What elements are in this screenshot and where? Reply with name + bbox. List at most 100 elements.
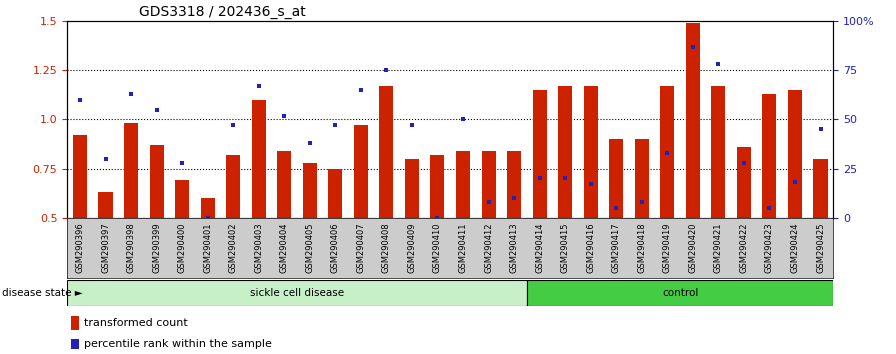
Text: GSM290408: GSM290408	[382, 222, 391, 273]
Text: GSM290398: GSM290398	[126, 222, 135, 273]
Bar	[609, 139, 624, 218]
Point	[558, 176, 573, 181]
Bar	[558, 86, 573, 218]
Text: GSM290417: GSM290417	[612, 222, 621, 273]
Bar	[711, 86, 726, 218]
Point	[609, 205, 624, 211]
Point	[124, 91, 138, 97]
Point	[583, 182, 598, 187]
Point	[456, 116, 470, 122]
Point	[507, 195, 521, 201]
Text: control: control	[662, 288, 698, 298]
Point	[201, 215, 215, 221]
Bar	[737, 147, 751, 218]
Point	[379, 68, 393, 73]
Text: disease state ►: disease state ►	[2, 288, 82, 298]
Bar	[99, 192, 113, 218]
Point	[73, 97, 87, 103]
Bar	[201, 198, 215, 218]
Text: GSM290402: GSM290402	[228, 223, 237, 273]
Point	[405, 122, 419, 128]
Text: transformed count: transformed count	[84, 318, 188, 328]
Text: GSM290403: GSM290403	[254, 222, 263, 273]
Text: GSM290419: GSM290419	[663, 223, 672, 273]
Text: sickle cell disease: sickle cell disease	[250, 288, 344, 298]
Text: GSM290420: GSM290420	[688, 223, 697, 273]
Text: GSM290414: GSM290414	[535, 223, 544, 273]
Bar	[532, 90, 547, 218]
Bar	[175, 181, 189, 218]
Text: percentile rank within the sample: percentile rank within the sample	[84, 339, 272, 349]
Point	[99, 156, 113, 161]
Bar	[124, 124, 138, 218]
Point	[430, 215, 444, 221]
Text: GDS3318 / 202436_s_at: GDS3318 / 202436_s_at	[139, 5, 306, 19]
Text: GSM290422: GSM290422	[739, 223, 748, 273]
Point	[277, 113, 291, 118]
Point	[814, 126, 828, 132]
Bar	[226, 155, 240, 218]
Text: GSM290410: GSM290410	[433, 223, 442, 273]
Text: GSM290409: GSM290409	[408, 223, 417, 273]
Bar	[634, 139, 649, 218]
Text: GSM290424: GSM290424	[790, 223, 799, 273]
Point	[481, 199, 495, 205]
Bar	[73, 135, 87, 218]
Text: GSM290406: GSM290406	[331, 222, 340, 273]
Bar	[328, 169, 342, 218]
Bar	[379, 86, 393, 218]
Point	[634, 199, 649, 205]
Point	[328, 122, 342, 128]
Bar	[252, 100, 266, 218]
Bar	[303, 163, 317, 218]
Point	[788, 179, 802, 185]
Bar	[71, 316, 80, 330]
Text: GSM290399: GSM290399	[152, 222, 161, 273]
Point	[226, 122, 240, 128]
Text: GSM290413: GSM290413	[510, 222, 519, 273]
Text: GSM290416: GSM290416	[586, 222, 595, 273]
Bar	[660, 86, 675, 218]
Text: GSM290401: GSM290401	[203, 223, 212, 273]
Bar	[762, 94, 777, 218]
Text: GSM290405: GSM290405	[306, 223, 314, 273]
Text: GSM290421: GSM290421	[714, 223, 723, 273]
Text: GSM290407: GSM290407	[357, 222, 366, 273]
Point	[762, 205, 777, 211]
Bar	[277, 151, 291, 218]
Bar	[150, 145, 164, 218]
Point	[711, 62, 726, 67]
Point	[354, 87, 368, 93]
Point	[532, 176, 547, 181]
Point	[252, 83, 266, 89]
Point	[150, 107, 164, 113]
Bar	[788, 90, 802, 218]
Bar	[527, 280, 833, 306]
Text: GSM290415: GSM290415	[561, 223, 570, 273]
Bar	[507, 151, 521, 218]
Point	[303, 140, 317, 146]
Point	[175, 160, 189, 166]
Bar	[685, 23, 700, 218]
Text: GSM290418: GSM290418	[637, 222, 646, 273]
Text: GSM290397: GSM290397	[101, 222, 110, 273]
Text: GSM290396: GSM290396	[75, 222, 84, 273]
Bar	[405, 159, 419, 218]
Point	[660, 150, 675, 156]
Bar	[456, 151, 470, 218]
Point	[685, 44, 700, 50]
Text: GSM290411: GSM290411	[459, 223, 468, 273]
Bar	[430, 155, 444, 218]
Bar	[481, 151, 495, 218]
Point	[737, 160, 751, 166]
Bar	[67, 280, 527, 306]
Bar	[583, 86, 598, 218]
Bar	[814, 159, 828, 218]
Text: GSM290404: GSM290404	[280, 223, 289, 273]
Text: GSM290400: GSM290400	[177, 223, 186, 273]
Bar	[71, 339, 80, 349]
Bar	[354, 125, 368, 218]
Text: GSM290412: GSM290412	[484, 223, 493, 273]
Text: GSM290423: GSM290423	[765, 222, 774, 273]
Text: GSM290425: GSM290425	[816, 223, 825, 273]
